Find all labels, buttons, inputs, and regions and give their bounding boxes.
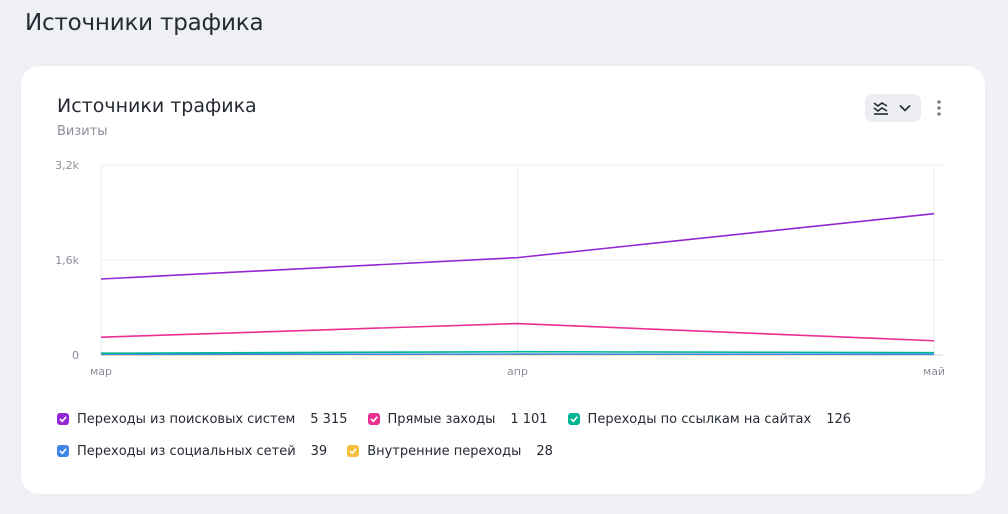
legend-value: 5 315: [310, 411, 348, 427]
legend-label: Переходы по ссылкам на сайтах: [587, 411, 812, 427]
checkbox-checked-icon: [57, 445, 69, 457]
more-vertical-icon: [937, 100, 941, 116]
x-tick-label: май: [923, 365, 945, 378]
card-subtitle: Визиты: [57, 124, 108, 139]
legend-label: Внутренние переходы: [367, 443, 522, 459]
y-tick-label: 1,6k: [55, 254, 79, 267]
more-menu-button[interactable]: [929, 94, 949, 122]
legend-label: Переходы из социальных сетей: [77, 443, 296, 459]
legend-value: 126: [826, 411, 852, 427]
x-tick-label: апр: [507, 365, 528, 378]
series-line[interactable]: [100, 212, 935, 280]
x-axis-ticks: мар апр май: [90, 365, 945, 378]
legend-item-internal[interactable]: Внутренние переходы 28: [347, 444, 553, 459]
legend-item-search[interactable]: Переходы из поисковых систем 5 315: [57, 412, 348, 427]
chart-grid: [100, 164, 943, 356]
legend-row: Переходы из поисковых систем 5 315 Прямы…: [57, 403, 957, 435]
page-title: Источники трафика: [25, 10, 264, 36]
legend-item-links[interactable]: Переходы по ссылкам на сайтах 126: [567, 411, 852, 427]
series-line[interactable]: [100, 350, 935, 355]
legend-value: 39: [310, 443, 328, 459]
legend-item-direct[interactable]: Прямые заходы 1 101: [367, 411, 548, 427]
traffic-sources-card: Источники трафика Визиты 0 1,6k 3,2k мар ап…: [21, 66, 985, 494]
checkbox-checked-icon: [567, 413, 580, 425]
legend-label: Переходы из поисковых систем: [77, 411, 296, 427]
series-lines: [100, 212, 935, 356]
legend-row: Переходы из социальных сетей 39 Внутренн…: [57, 435, 957, 467]
series-line[interactable]: [100, 322, 935, 342]
chart-legend: Переходы из поисковых систем 5 315 Прямы…: [57, 403, 957, 467]
card-title: Источники трафика: [57, 95, 257, 117]
line-chart-icon: [873, 102, 888, 115]
chart-type-button[interactable]: [865, 94, 921, 122]
y-axis-ticks: 0 1,6k 3,2k: [55, 159, 79, 362]
legend-label: Прямые заходы: [387, 411, 496, 427]
legend-value: 1 101: [510, 411, 548, 427]
y-tick-label: 3,2k: [55, 159, 79, 172]
traffic-line-chart: 0 1,6k 3,2k мар апр май: [55, 159, 945, 378]
chevron-down-icon: [899, 104, 911, 112]
legend-item-social[interactable]: Переходы из социальных сетей 39: [57, 444, 327, 459]
legend-value: 28: [536, 443, 553, 459]
checkbox-checked-icon: [347, 445, 360, 457]
checkbox-checked-icon: [57, 413, 69, 425]
checkbox-checked-icon: [367, 413, 380, 425]
y-tick-label: 0: [72, 349, 79, 362]
x-tick-label: мар: [90, 365, 112, 378]
